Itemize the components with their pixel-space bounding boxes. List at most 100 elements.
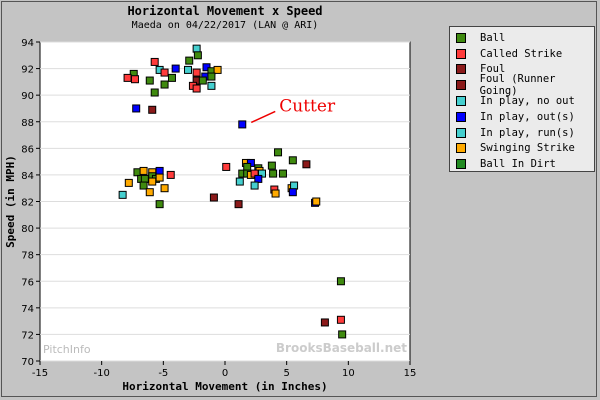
data-point — [139, 181, 148, 190]
data-point — [192, 84, 201, 93]
data-point — [192, 68, 201, 77]
x-tick-label: -10 — [93, 368, 109, 379]
watermark-pitchinfo: PitchInfo — [43, 343, 91, 356]
data-point — [155, 166, 164, 175]
data-point — [207, 72, 216, 81]
legend-item: Foul — [456, 62, 594, 78]
legend-swatch — [456, 127, 466, 138]
y-tick-label: 84 — [21, 171, 34, 182]
data-point — [192, 44, 201, 53]
x-axis-label: Horizontal Movement (in Inches) — [122, 380, 327, 393]
data-point — [148, 105, 157, 114]
data-point — [338, 330, 347, 339]
x-tick-label: -5 — [158, 368, 168, 379]
data-point — [269, 169, 278, 178]
y-tick-label: 80 — [21, 224, 34, 235]
y-axis-label: Speed (in MPH) — [4, 155, 17, 248]
data-point — [130, 75, 139, 84]
legend-item: Swinging Strike — [456, 141, 594, 157]
data-point — [123, 73, 132, 82]
data-point — [155, 173, 164, 182]
legend-label: Foul — [480, 63, 506, 76]
legend-swatch — [456, 143, 466, 154]
legend-label: Ball In Dirt — [480, 158, 556, 171]
chart-title: Horizontal Movement x Speed — [127, 4, 323, 18]
legend-label: Foul (Runner Going) — [479, 73, 556, 98]
legend-item: Called Strike — [456, 46, 594, 62]
legend-item: In play, run(s) — [456, 125, 594, 141]
data-point — [140, 174, 149, 183]
data-point — [312, 197, 321, 206]
x-tick-label: 15 — [404, 368, 417, 379]
data-point — [234, 200, 243, 209]
data-point — [193, 51, 202, 60]
data-point — [243, 162, 252, 171]
data-point — [145, 188, 154, 197]
legend-item: In play, no out — [456, 93, 594, 109]
legend-item: Foul (Runner Going) — [456, 73, 594, 97]
legend-swatch — [456, 111, 466, 122]
data-point — [139, 166, 148, 175]
data-point — [145, 76, 154, 85]
data-point — [288, 156, 297, 165]
legend-item: Ball — [456, 30, 594, 46]
legend: Ball Called Strike Foul Foul (Runner Going)… — [449, 26, 595, 172]
legend-swatch — [456, 96, 466, 107]
annotation-cutter: Cutter — [279, 96, 336, 116]
x-tick-label: 10 — [342, 368, 355, 379]
data-point — [213, 65, 222, 74]
data-point — [302, 160, 311, 169]
legend-swatch — [456, 159, 466, 170]
data-point — [155, 200, 164, 209]
data-point — [274, 148, 283, 157]
legend-swatch — [456, 32, 466, 43]
data-point — [150, 88, 159, 97]
y-tick-label: 94 — [21, 38, 34, 49]
y-tick-label: 70 — [21, 357, 34, 368]
legend-swatch — [456, 48, 466, 59]
y-tick-label: 82 — [21, 198, 34, 209]
watermark-brooksbaseball: BrooksBaseball.net — [276, 341, 407, 355]
legend-label: Called Strike — [480, 47, 563, 60]
data-point — [207, 81, 216, 90]
legend-label: In play, no out — [480, 95, 575, 108]
data-point — [254, 174, 263, 183]
data-point — [288, 188, 297, 197]
data-point — [184, 65, 192, 74]
chart-subtitle: Maeda on 04/22/2017 (LAN @ ARI) — [131, 20, 319, 31]
legend-item: Ball In Dirt — [456, 156, 594, 172]
legend-swatch — [456, 64, 466, 75]
legend-swatch — [456, 80, 466, 91]
x-tick-label: 0 — [222, 368, 228, 379]
data-point — [132, 104, 141, 113]
data-point — [185, 56, 194, 65]
data-point — [271, 189, 280, 198]
data-point — [238, 120, 247, 129]
data-point — [267, 161, 276, 170]
data-point — [320, 318, 329, 327]
data-point — [171, 64, 180, 73]
y-tick-label: 76 — [21, 277, 34, 288]
annotation-arrow — [250, 110, 276, 124]
y-tick-label: 78 — [21, 251, 34, 262]
data-point — [148, 177, 157, 186]
legend-label: Swinging Strike — [480, 142, 575, 155]
data-point — [160, 68, 169, 77]
data-point — [336, 277, 345, 286]
y-tick-label: 86 — [21, 144, 34, 155]
data-point — [160, 80, 169, 89]
data-point — [167, 73, 176, 82]
data-point — [290, 181, 299, 190]
y-tick-label: 74 — [21, 304, 34, 315]
data-point — [235, 177, 244, 186]
legend-label: Ball — [480, 31, 506, 44]
x-tick-label: 5 — [283, 368, 289, 379]
data-point — [250, 181, 259, 190]
data-point — [198, 76, 207, 85]
data-point — [222, 162, 231, 171]
legend-label: In play, out(s) — [480, 110, 575, 123]
data-point — [166, 170, 175, 179]
data-point — [124, 178, 133, 187]
y-tick-label: 90 — [21, 91, 34, 102]
